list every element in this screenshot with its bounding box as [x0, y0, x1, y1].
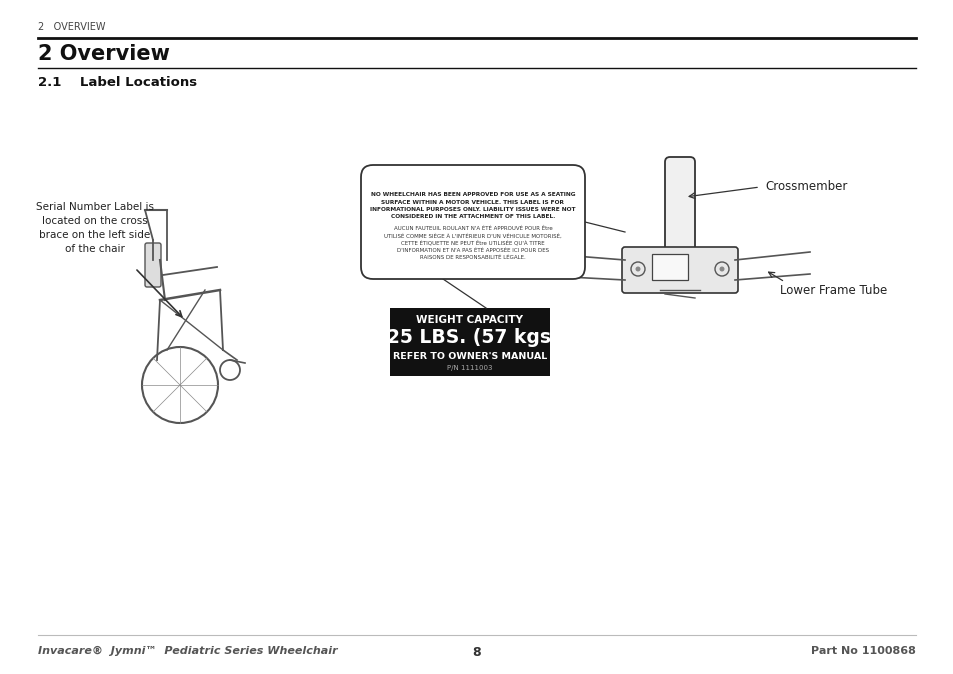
- Text: Invacare®  Jymni™  Pediatric Series Wheelchair: Invacare® Jymni™ Pediatric Series Wheelc…: [38, 646, 337, 656]
- Text: AUCUN FAUTEUIL ROULANT N'A ÉTÉ APPROUVÉ POUR Être: AUCUN FAUTEUIL ROULANT N'A ÉTÉ APPROUVÉ …: [394, 226, 552, 231]
- FancyBboxPatch shape: [360, 165, 584, 279]
- FancyBboxPatch shape: [621, 247, 738, 293]
- Text: INFORMATIONAL PURPOSES ONLY. LIABILITY ISSUES WERE NOT: INFORMATIONAL PURPOSES ONLY. LIABILITY I…: [370, 207, 576, 212]
- Text: of the chair: of the chair: [65, 244, 125, 254]
- Text: REFER TO OWNER'S MANUAL: REFER TO OWNER'S MANUAL: [393, 352, 547, 361]
- Text: 2 Overview: 2 Overview: [38, 44, 170, 64]
- Circle shape: [635, 266, 639, 272]
- FancyBboxPatch shape: [145, 243, 161, 287]
- Text: CONSIDERED IN THE ATTACHMENT OF THIS LABEL.: CONSIDERED IN THE ATTACHMENT OF THIS LAB…: [391, 214, 555, 220]
- Text: NO WHEELCHAIR HAS BEEN APPROVED FOR USE AS A SEATING: NO WHEELCHAIR HAS BEEN APPROVED FOR USE …: [371, 192, 575, 197]
- Text: RAISONS DE RESPONSABILITÉ LÉGALE.: RAISONS DE RESPONSABILITÉ LÉGALE.: [419, 255, 525, 260]
- Text: P/N 1111003: P/N 1111003: [447, 365, 493, 371]
- Text: D'INFORMATION ET N'A PAS ÉTÉ APPOSÉE ICI POUR DES: D'INFORMATION ET N'A PAS ÉTÉ APPOSÉE ICI…: [396, 247, 549, 253]
- Text: Lower Frame Tube: Lower Frame Tube: [780, 284, 886, 297]
- Text: Part No 1100868: Part No 1100868: [810, 646, 915, 656]
- Text: Serial Number Label is: Serial Number Label is: [36, 202, 153, 212]
- Text: 2   OVERVIEW: 2 OVERVIEW: [38, 22, 106, 32]
- Text: 8: 8: [472, 646, 481, 659]
- Text: SURFACE WITHIN A MOTOR VEHICLE. THIS LABEL IS FOR: SURFACE WITHIN A MOTOR VEHICLE. THIS LAB…: [381, 200, 564, 204]
- Bar: [390, 308, 550, 376]
- Bar: [651, 254, 687, 280]
- Text: WEIGHT CAPACITY: WEIGHT CAPACITY: [416, 315, 523, 325]
- Circle shape: [719, 266, 723, 272]
- Text: 2.1    Label Locations: 2.1 Label Locations: [38, 76, 197, 89]
- Text: UTILISÉ COMME SIÈGE À L'INTÉRIEUR D'UN VÉHICULE MOTORISÉ,: UTILISÉ COMME SIÈGE À L'INTÉRIEUR D'UN V…: [384, 233, 561, 239]
- Text: 125 LBS. (57 kgs.): 125 LBS. (57 kgs.): [374, 328, 566, 347]
- Text: CETTE ÉTIQUETTE NE PEUT Être UTILISÉE QU'À TITRE: CETTE ÉTIQUETTE NE PEUT Être UTILISÉE QU…: [401, 241, 544, 246]
- Text: brace on the left side: brace on the left side: [39, 230, 151, 240]
- Text: located on the cross: located on the cross: [42, 216, 148, 226]
- FancyBboxPatch shape: [664, 157, 695, 262]
- Text: Crossmember: Crossmember: [764, 180, 846, 193]
